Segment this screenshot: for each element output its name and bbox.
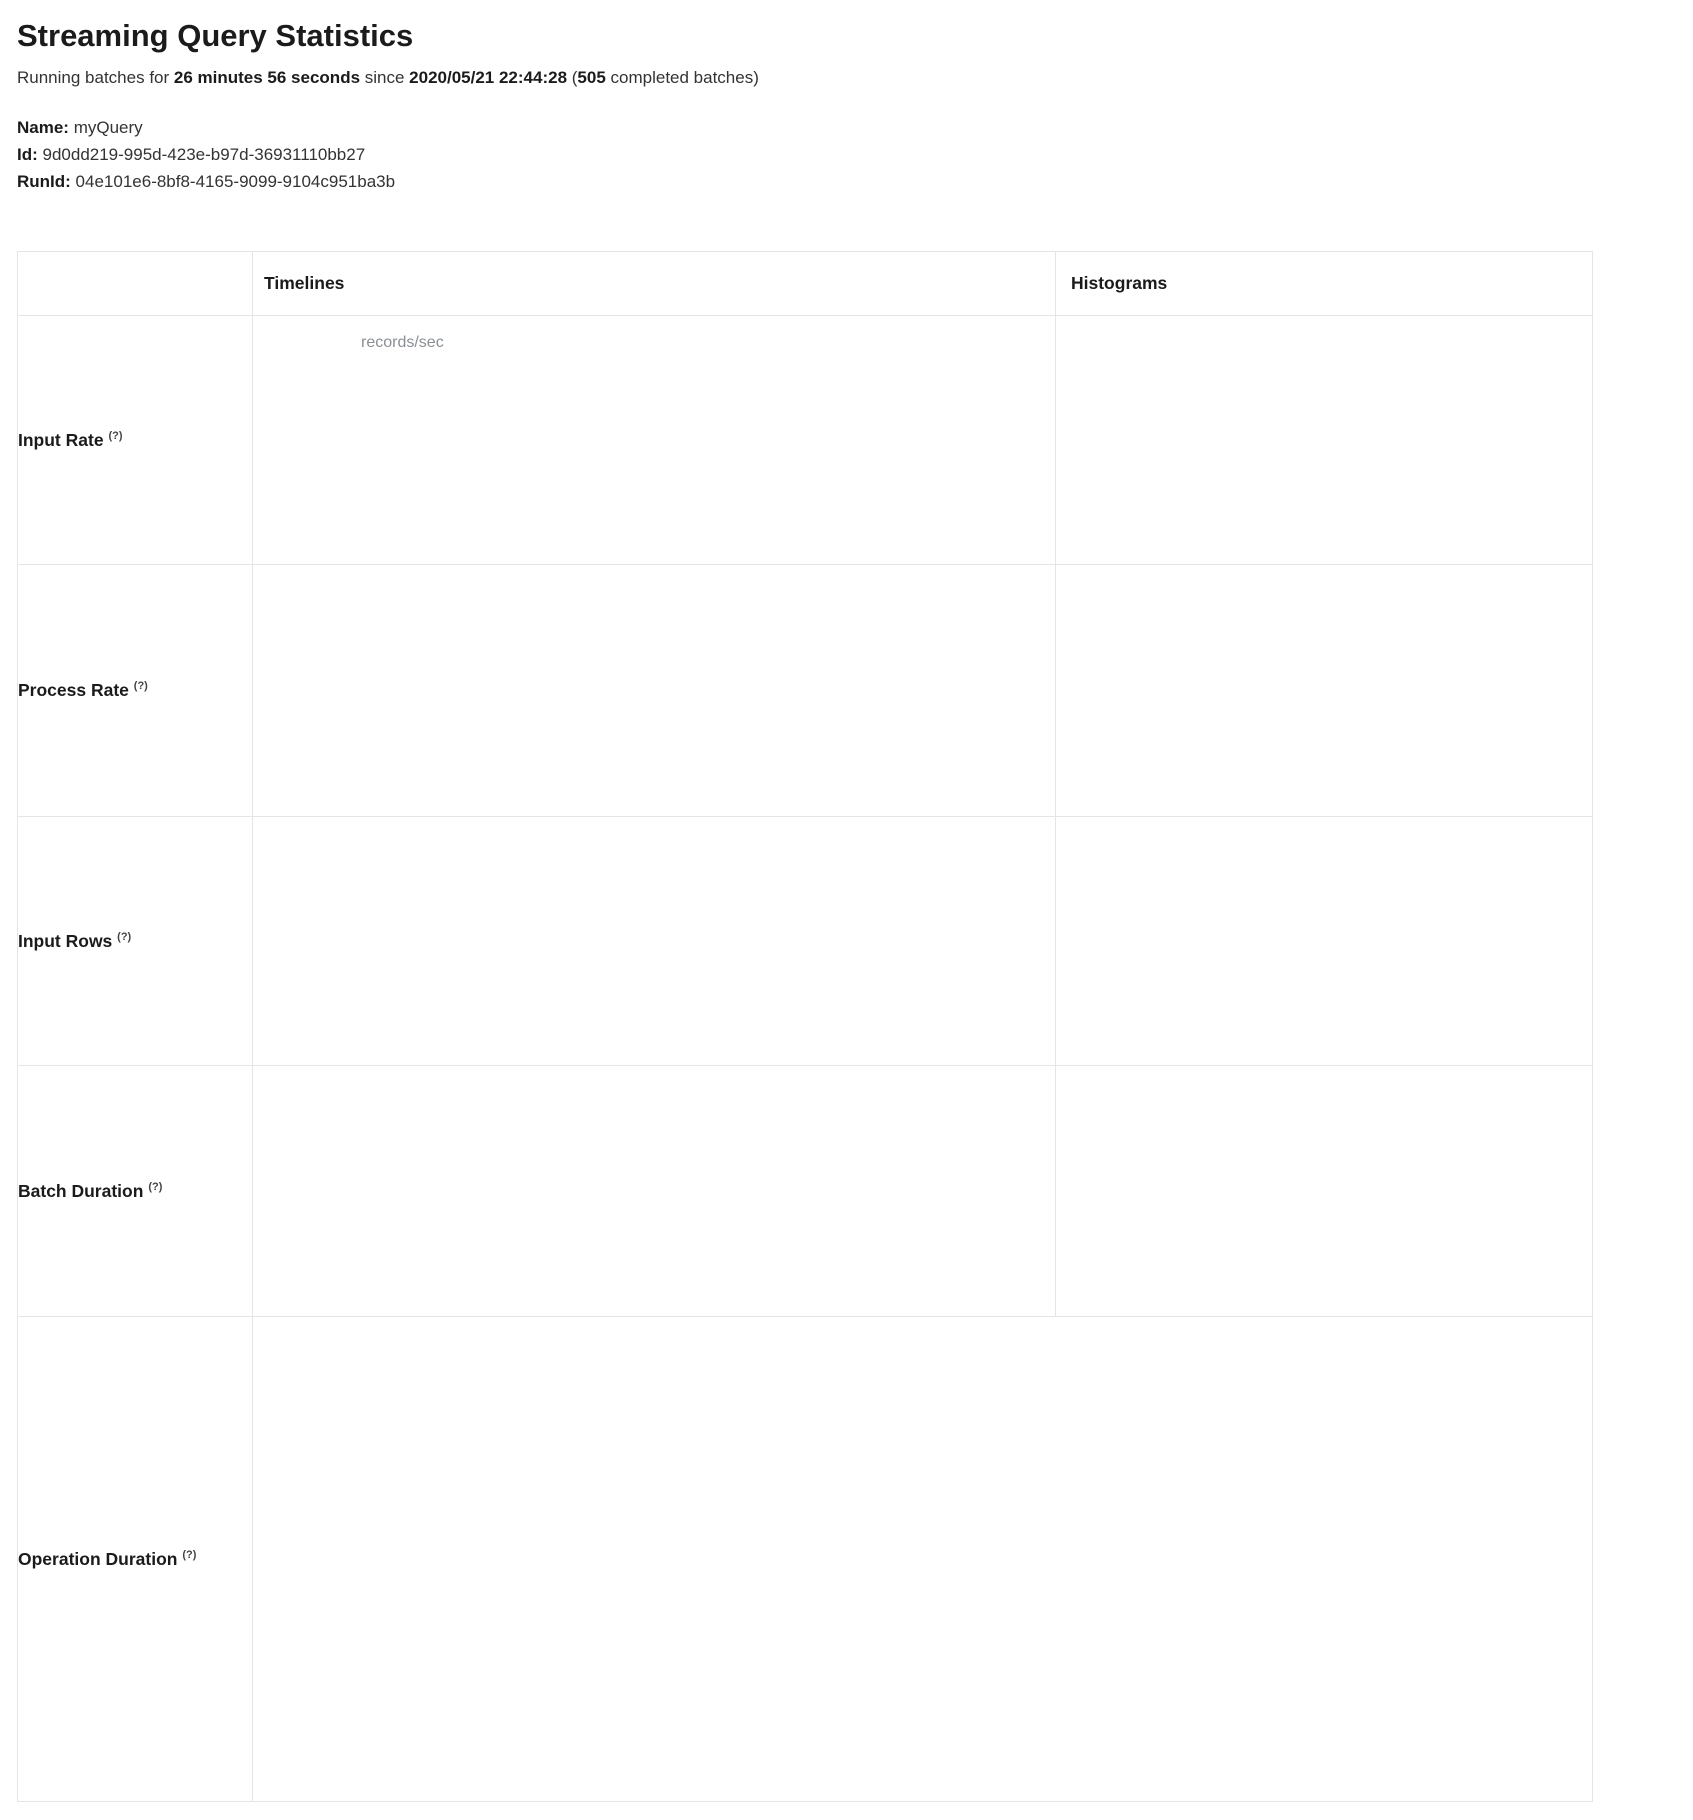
process-rate-timeline-chart [252,564,1056,817]
batch-duration-help-icon[interactable]: (?) [148,1180,163,1193]
input-rows-help-icon[interactable]: (?) [117,930,132,943]
running-batches-summary: Running batches for 26 minutes 56 second… [17,68,1693,88]
operation-duration-label: Operation Duration (?) [17,1316,253,1802]
input-rate-label: Input Rate (?) [17,315,253,565]
query-name-line: Name: myQuery [17,114,1693,141]
input-rate-help-icon[interactable]: (?) [108,429,123,442]
input-rows-label: Input Rows (?) [17,816,253,1066]
since-word: since [360,68,410,87]
operation-duration-row: Operation Duration (?) [17,1316,1593,1802]
input-rate-row: Input Rate (?) records/sec [17,315,1593,565]
batch-duration-row: Batch Duration (?) [17,1065,1593,1317]
completed-batches-count: 505 [577,68,606,87]
process-rate-label: Process Rate (?) [17,564,253,817]
process-rate-histogram-chart [1055,564,1593,817]
start-time: 2020/05/21 22:44:28 [409,68,568,87]
query-runid-line: RunId: 04e101e6-8bf8-4165-9099-9104c951b… [17,168,1693,195]
input-rows-histogram-chart [1055,816,1593,1066]
subtitle-suffix: completed batches) [605,68,759,87]
input-rate-histogram-chart [1055,315,1593,565]
query-info: Name: myQuery Id: 9d0dd219-995d-423e-b97… [17,114,1693,195]
query-id-label: Id: [17,145,38,164]
empty-header-cell [17,251,253,316]
batch-duration-timeline-chart [252,1065,1056,1317]
query-runid-label: RunId: [17,172,71,191]
input-rate-timeline-chart: records/sec [252,315,1056,565]
query-name-value: myQuery [68,118,143,137]
operation-duration-help-icon[interactable]: (?) [182,1548,197,1561]
batch-duration-label: Batch Duration (?) [17,1065,253,1317]
process-rate-row: Process Rate (?) [17,564,1593,817]
input-rows-row: Input Rows (?) [17,816,1593,1066]
query-runid-value: 04e101e6-8bf8-4165-9099-9104c951ba3b [70,172,396,191]
svg-text:records/sec: records/sec [361,334,444,351]
input-rows-timeline-chart [252,816,1056,1066]
histograms-header: Histograms [1055,251,1593,316]
process-rate-help-icon[interactable]: (?) [133,680,148,693]
page-title: Streaming Query Statistics [17,18,414,53]
running-duration: 26 minutes 56 seconds [173,68,361,87]
subtitle-prefix: Running batches for [17,68,174,87]
statistics-table: Timelines Histograms Input Rate (?) reco… [17,251,1593,1802]
batch-duration-histogram-chart [1055,1065,1593,1317]
query-id-value: 9d0dd219-995d-423e-b97d-36931110bb27 [37,145,366,164]
query-id-line: Id: 9d0dd219-995d-423e-b97d-36931110bb27 [17,141,1693,168]
timelines-header: Timelines [252,251,1056,316]
paren-open: ( [567,68,578,87]
query-name-label: Name: [17,118,69,137]
operation-duration-stacked-chart [252,1316,1593,1802]
